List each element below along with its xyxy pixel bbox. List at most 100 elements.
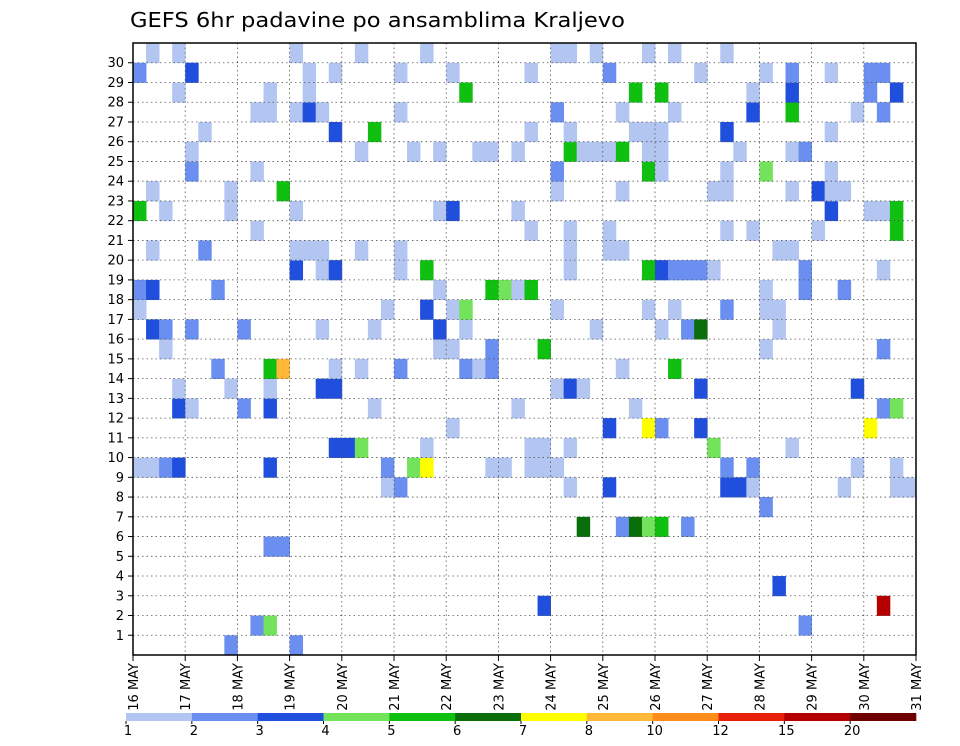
heatmap-cell [185,62,199,83]
heatmap-cell [641,161,656,182]
heatmap-cell [733,141,747,162]
heatmap-cell [524,437,538,458]
x-tick-label: 20 MAY [336,663,351,711]
heatmap-cell [837,181,852,202]
heatmap-cell [655,141,669,162]
legend-label: 4 [321,724,329,739]
heatmap-cell [668,260,682,281]
heatmap-cell [563,240,578,261]
heatmap-cell [159,457,173,478]
x-tick-label: 31 MAY [910,663,925,711]
grid-layer [133,43,916,655]
y-tick-label: 19 [107,273,124,288]
heatmap-cell [655,161,669,182]
legend-label: 20 [844,724,861,739]
heatmap-cell [328,121,343,143]
y-tick-label: 24 [107,175,124,190]
heatmap-cell [759,161,773,182]
x-tick-label: 19 MAY [284,663,299,711]
heatmap-cell [289,102,304,123]
heatmap-cell [602,418,617,439]
heatmap-cell [146,43,160,64]
heatmap-cell [759,339,773,360]
heatmap-cell [263,378,277,399]
heatmap-cell [472,358,486,380]
heatmap-cell [772,299,786,320]
heatmap-cell [576,141,591,162]
heatmap-cell [289,260,304,281]
heatmap-cell [615,102,630,123]
heatmap-cell [837,477,852,498]
y-tick-label: 12 [107,412,124,427]
heatmap-cell [720,121,734,143]
heatmap-cell [524,279,538,301]
heatmap-cell [602,240,617,261]
heatmap-cell [668,102,682,123]
y-tick-label: 7 [116,510,124,525]
heatmap-cell [876,595,891,616]
y-tick-label: 18 [107,293,124,308]
legend-swatch [784,713,851,721]
heatmap-cell [628,121,643,143]
heatmap-cell [172,457,186,478]
heatmap-cell [824,181,839,202]
heatmap-cell [328,62,343,83]
y-tick-label: 13 [107,392,124,407]
heatmap-cell [420,299,434,320]
heatmap-cell [602,141,617,162]
heatmap-cell [328,378,343,399]
heatmap-cell [694,418,708,439]
heatmap-cell [354,437,369,458]
heatmap-cell [498,457,512,478]
heatmap-cell [433,339,447,360]
heatmap-cell [641,43,656,64]
heatmap-cell [563,121,578,143]
y-tick-label: 10 [107,451,124,466]
heatmap-cell [759,62,773,83]
heatmap-cell [407,141,421,162]
heatmap-cell [811,181,826,202]
heatmap-cell [511,200,525,222]
heatmap-cell [394,260,408,281]
y-tick-label: 8 [116,491,124,506]
heatmap-cell [420,260,434,281]
heatmap-cell [459,358,473,380]
heatmap-cell [589,141,604,162]
heatmap-cell [224,378,238,399]
heatmap-cell [615,181,630,202]
heatmap-cell [289,635,304,656]
heatmap-cell [707,260,721,281]
heatmap-cell [550,43,565,64]
y-tick-label: 25 [107,155,124,170]
legend-label: 8 [585,724,593,739]
heatmap-cell [798,260,812,281]
heatmap-cell [694,378,708,399]
heatmap-cell [563,220,578,241]
heatmap-cell [511,279,525,301]
y-tick-label: 30 [107,56,124,71]
heatmap-cell [759,299,773,320]
heatmap-cell [263,358,277,380]
heatmap-cell [328,437,343,458]
y-tick-label: 14 [107,372,124,387]
heatmap-cell [681,516,695,537]
heatmap-cell [263,82,277,103]
heatmap-cell [302,62,317,83]
heatmap-cell [433,141,447,162]
heatmap-cell [302,82,317,103]
heatmap-cell [315,378,330,399]
legend: 1 2 3 4 5 6 7 8 10 12 15 20 [124,713,917,739]
heatmap-cell [224,635,238,656]
heatmap-cell [798,141,812,162]
heatmap-cell [354,240,369,261]
heatmap-cell [694,260,708,281]
heatmap-cell [746,477,760,498]
heatmap-cell [824,121,839,143]
heatmap-cell [850,457,865,478]
heatmap-cell [550,457,565,478]
heatmap-cell [433,200,447,222]
heatmap-cell [250,161,264,182]
heatmap-cell [133,62,147,83]
heatmap-cell [863,62,878,83]
